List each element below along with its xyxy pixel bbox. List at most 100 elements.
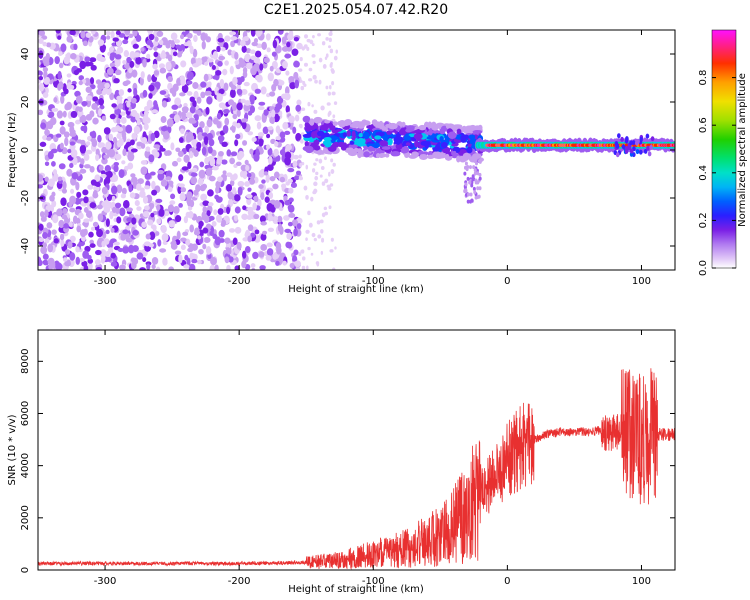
- spectrogram-noise-cell: [81, 101, 88, 107]
- spectrogram-noise-cell: [108, 148, 116, 158]
- spectrogram-noise-cell: [239, 39, 246, 47]
- spectrogram-noise-cell: [79, 168, 87, 174]
- spectrogram-tone-cell: [342, 132, 347, 138]
- spectrogram-noise-cell: [247, 187, 252, 192]
- spectrogram-noise-cell: [334, 246, 337, 250]
- spectrogram-noise-cell: [271, 51, 277, 57]
- spectrogram-noise-cell: [260, 86, 267, 95]
- spectrogram-tone-cell: [313, 139, 320, 146]
- spectrogram-noise-cell: [149, 42, 154, 48]
- spectrogram-noise-cell: [130, 109, 138, 117]
- spectrogram-noise-cell: [168, 220, 176, 227]
- spectrogram-noise-cell: [229, 179, 235, 187]
- spectrogram-noise-cell: [166, 118, 174, 128]
- spectrogram-noise-cell: [55, 30, 61, 34]
- spectrogram-noise-cell: [180, 244, 186, 251]
- spectrogram-noise-cell: [152, 258, 158, 264]
- spectrogram-tone-cell: [414, 140, 419, 148]
- spectrogram-noise-cell: [282, 260, 287, 266]
- spectrogram-noise-cell: [241, 213, 249, 220]
- spectrogram-noise-cell: [296, 223, 302, 230]
- spectrogram-noise-cell: [224, 237, 231, 244]
- spectrogram-noise-cell: [281, 36, 286, 44]
- snr-xlabel: Height of straight line (km): [288, 584, 424, 595]
- spectrogram-noise-cell: [228, 228, 236, 233]
- spectrogram-noise-cell: [298, 154, 302, 159]
- spectrogram-noise-cell: [140, 47, 145, 52]
- spectrogram-noise-cell: [232, 113, 238, 120]
- spectrogram-noise-cell: [58, 51, 63, 56]
- spectrogram-noise-cell: [58, 163, 66, 170]
- spectrogram-noise-cell: [67, 148, 72, 154]
- spectrogram-noise-cell: [252, 202, 257, 211]
- spectrogram-noise-cell: [232, 187, 237, 195]
- spectrogram-noise-cell: [50, 148, 58, 154]
- spectrogram-noise-cell: [65, 101, 73, 110]
- spectrogram-noise-cell: [141, 221, 147, 228]
- spectrogram-noise-cell: [57, 35, 62, 40]
- spectrogram-noise-cell: [229, 31, 237, 36]
- spectrogram-noise-cell: [131, 217, 137, 225]
- spectrogram-tone-cell: [403, 134, 411, 141]
- spectrogram-noise-cell: [246, 62, 253, 70]
- spectrogram-noise-cell: [262, 230, 268, 235]
- spectrogram-noise-cell: [167, 125, 172, 134]
- spectrogram-carrier-cell: [639, 136, 643, 142]
- spectrogram-noise-cell: [61, 214, 68, 220]
- spectrogram-noise-cell: [122, 229, 129, 235]
- spectrogram-noise-cell: [60, 197, 67, 207]
- spectrogram-noise-cell: [118, 169, 125, 179]
- spectrogram-noise-cell: [209, 230, 214, 237]
- spectrogram-tone-cell: [473, 125, 483, 130]
- spectrogram-noise-cell: [141, 137, 148, 144]
- spectrogram-noise-cell: [190, 57, 196, 65]
- spectrogram-noise-cell: [311, 43, 315, 47]
- spectrogram-noise-cell: [58, 62, 64, 69]
- spectrogram-noise-cell: [161, 233, 169, 242]
- spectrogram-noise-cell: [270, 109, 276, 118]
- spectrogram-noise-cell: [300, 107, 306, 112]
- spectrogram-noise-cell: [202, 243, 207, 250]
- spectrogram-noise-cell: [40, 216, 47, 222]
- spectrogram-noise-cell: [74, 90, 81, 98]
- spectrogram-noise-cell: [241, 250, 247, 259]
- spectrogram-noise-cell: [55, 133, 62, 138]
- spectrogram-noise-cell: [42, 92, 49, 98]
- spectrogram-noise-cell: [157, 239, 162, 247]
- spectrogram-noise-cell: [91, 130, 97, 140]
- spectrogram-noise-cell: [189, 45, 194, 55]
- spectrogram-noise-cell: [331, 91, 336, 96]
- spectrogram-noise-cell: [146, 263, 151, 270]
- spectrogram-noise-cell: [207, 202, 214, 207]
- spectrogram-noise-cell: [236, 122, 241, 129]
- spectrogram-noise-cell: [136, 141, 143, 147]
- spectrogram-noise-cell: [326, 102, 331, 106]
- spectrogram-noise-cell: [186, 80, 193, 85]
- spectrogram-noise-cell: [189, 106, 196, 114]
- spectrogram-noise-cell: [261, 179, 266, 184]
- spectrogram-carrier-cell: [615, 143, 620, 149]
- spectrogram-noise-cell: [212, 51, 219, 60]
- spectrogram-noise-cell: [118, 33, 126, 38]
- spectrogram-carrier-cell: [631, 140, 636, 146]
- spectrogram-noise-cell: [212, 75, 219, 80]
- spectrogram-noise-cell: [236, 102, 243, 111]
- spectrogram-noise-cell: [185, 133, 191, 143]
- spectrogram-noise-cell: [218, 88, 225, 95]
- spectrogram-noise-cell: [142, 89, 148, 98]
- spectrogram-noise-cell: [97, 83, 105, 91]
- spectrogram-noise-cell: [286, 232, 292, 240]
- spectrogram-noise-cell: [313, 181, 318, 187]
- spectrogram-noise-cell: [90, 179, 97, 186]
- spectrogram-noise-cell: [64, 137, 69, 147]
- spectrogram-noise-cell: [44, 129, 50, 136]
- spectrogram-noise-cell: [174, 215, 182, 223]
- spectrogram-noise-cell: [69, 195, 77, 205]
- spectrogram-noise-cell: [218, 135, 224, 145]
- spectrogram-noise-cell: [38, 30, 46, 37]
- spectrogram-noise-cell: [159, 90, 167, 95]
- spectrogram-noise-cell: [105, 86, 112, 96]
- spectrogram-noise-cell: [335, 49, 338, 54]
- spectrogram-noise-cell: [221, 159, 228, 165]
